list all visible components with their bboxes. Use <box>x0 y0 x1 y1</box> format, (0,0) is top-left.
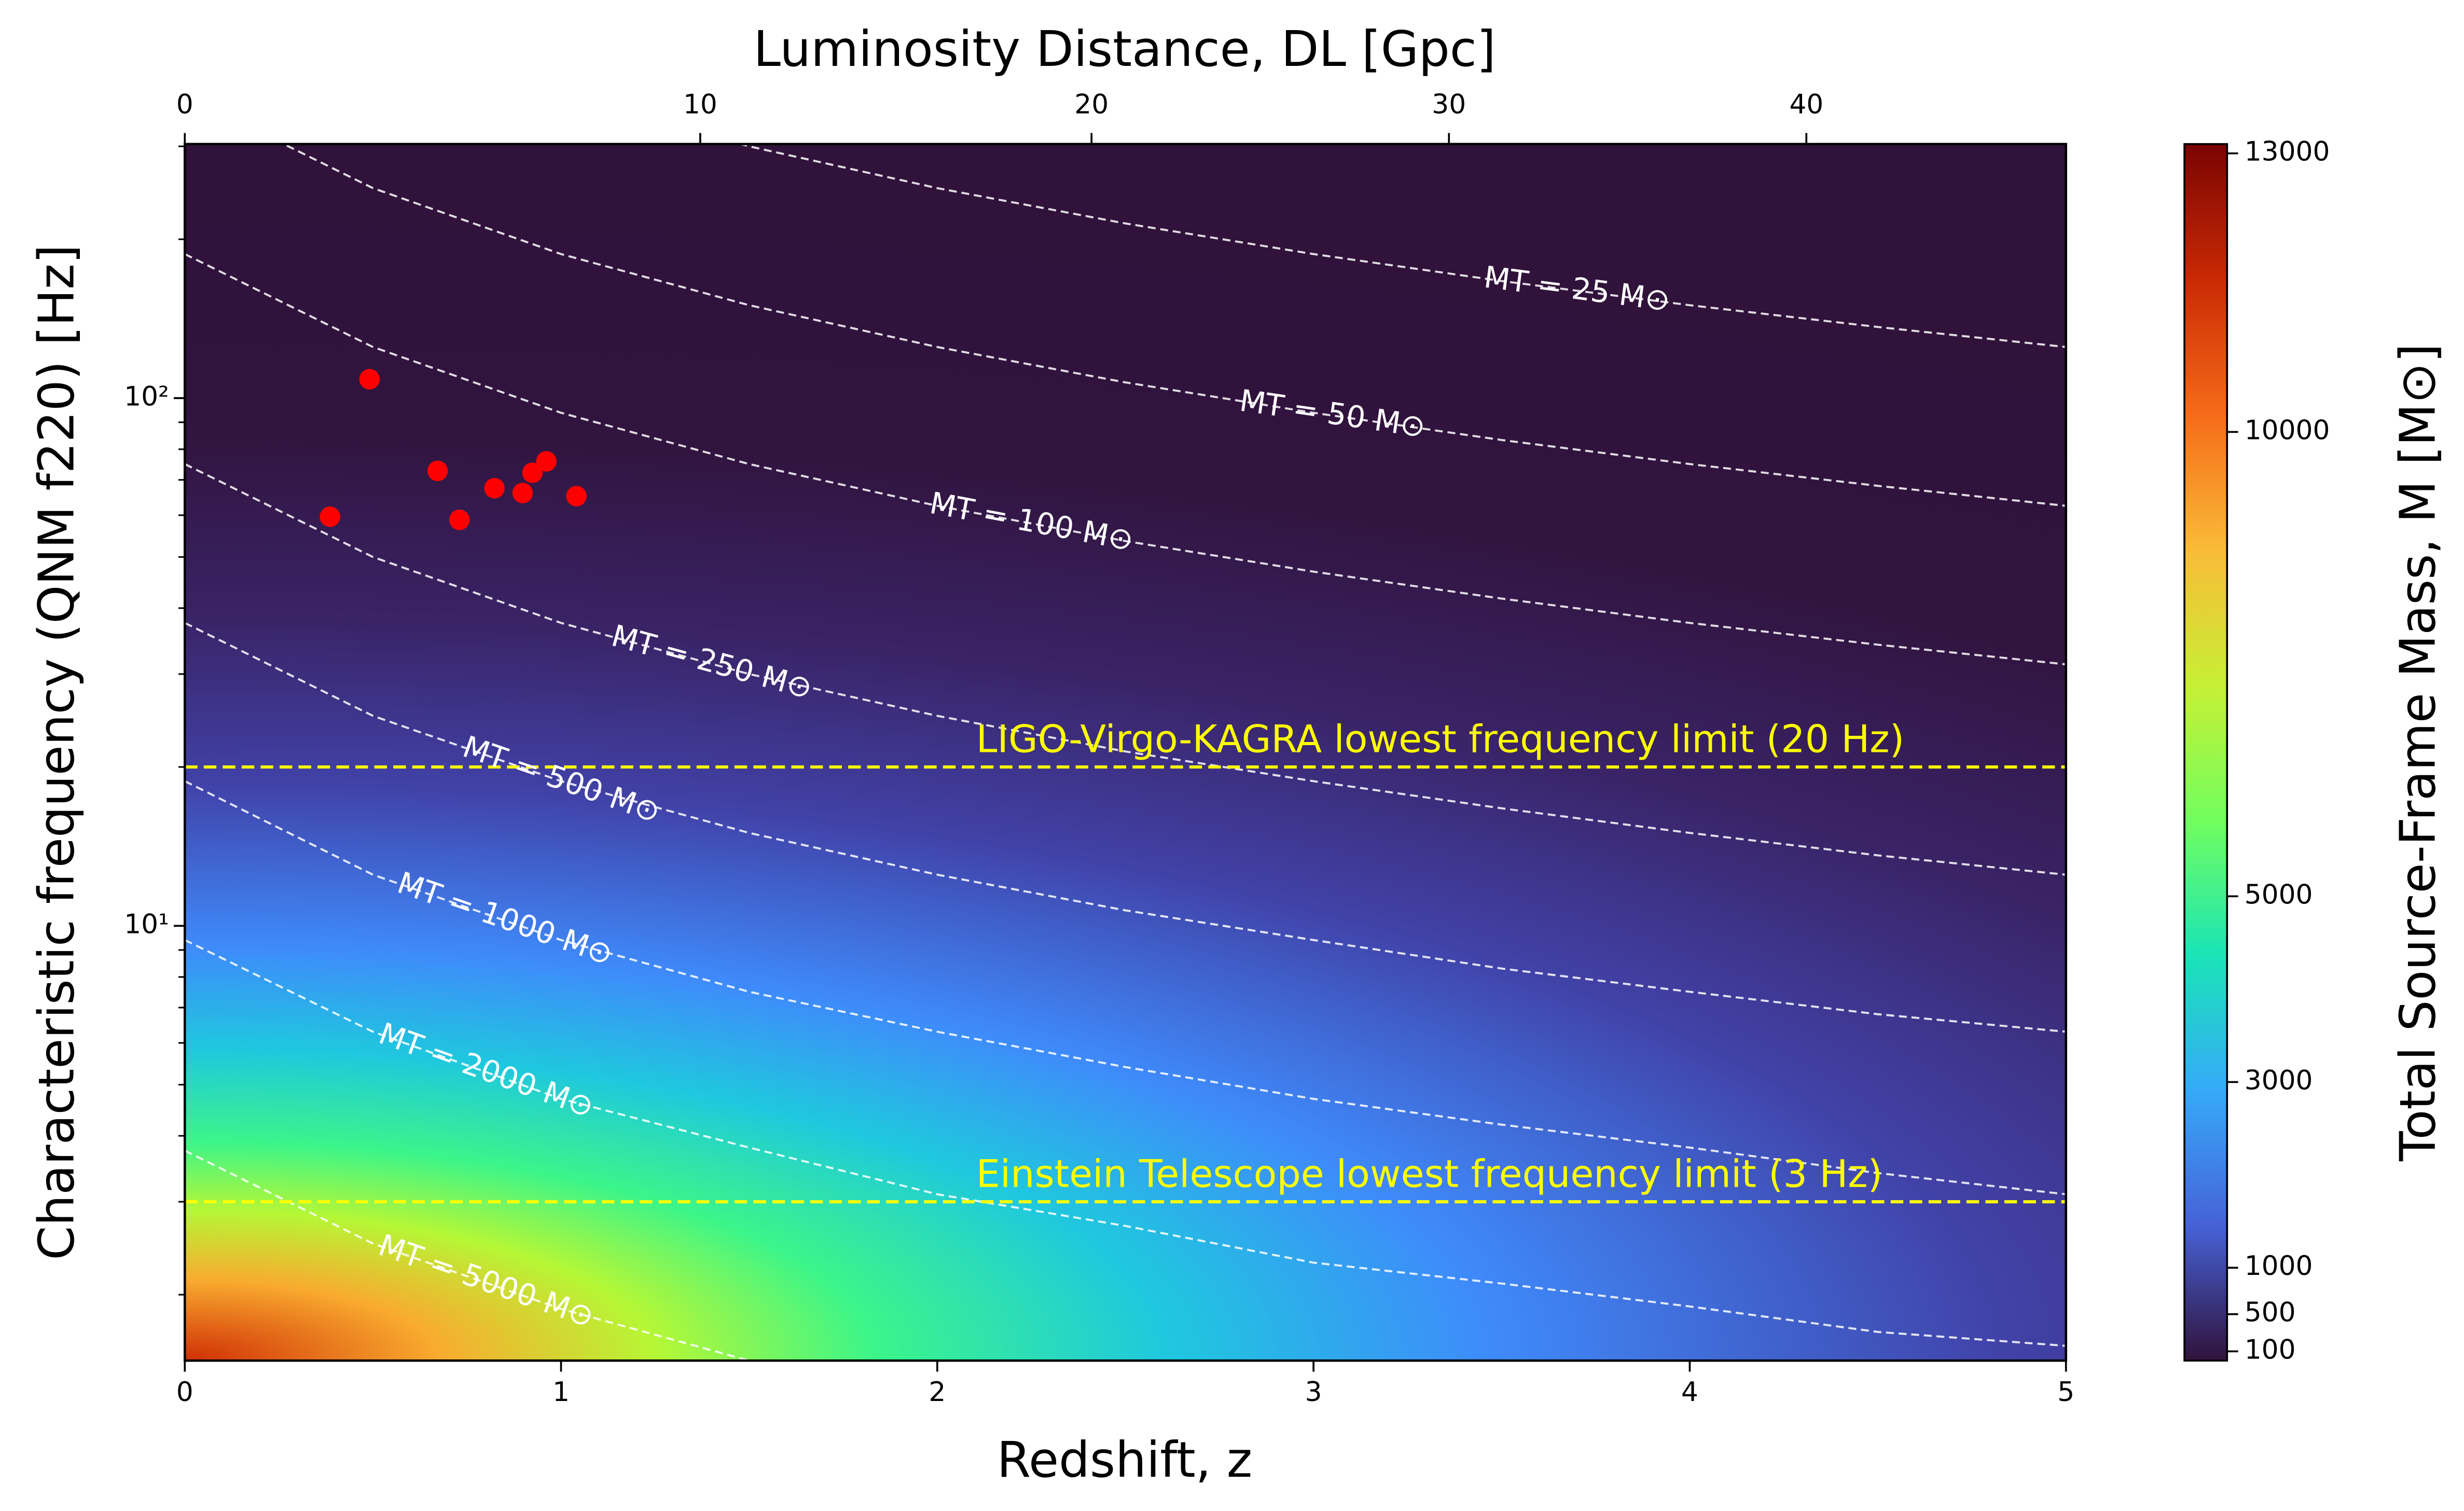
y-tick-label: 10² <box>124 381 169 412</box>
mass-contour <box>185 939 2066 1347</box>
plot-frame <box>183 143 2067 1362</box>
event-point <box>566 486 587 506</box>
event-point <box>449 510 470 530</box>
event-point <box>536 451 557 472</box>
x-tick-label: 4 <box>1681 1377 1698 1408</box>
mass-contour <box>185 253 2066 666</box>
x-tick-label: 0 <box>176 1377 193 1408</box>
mass-contour <box>185 1149 754 1361</box>
top-tick-label: 20 <box>1074 89 1109 120</box>
colorbar <box>2183 143 2228 1362</box>
top-tick-label: 10 <box>683 89 717 120</box>
colorbar-tick-label: 13000 <box>2245 136 2330 168</box>
mass-contour <box>185 780 2066 1196</box>
colorbar-label: Total Source-Frame Mass, M [M⊙] <box>2390 344 2447 1162</box>
mass-contour <box>185 622 2066 1033</box>
event-point <box>484 478 505 499</box>
top-tick-label: 30 <box>1432 89 1466 120</box>
colorbar-tick-label: 500 <box>2245 1297 2296 1328</box>
event-point <box>427 460 448 482</box>
colorbar-tick-label: 1000 <box>2245 1251 2313 1282</box>
y-axis-label: Characteristic frequency (QNM f220) [Hz] <box>29 244 86 1260</box>
y-tick-label: 10¹ <box>124 909 169 940</box>
colorbar-tick-label: 10000 <box>2245 415 2330 446</box>
mass-contour <box>737 144 2066 348</box>
event-point <box>522 462 543 483</box>
colorbar-tick-label: 3000 <box>2245 1065 2313 1096</box>
colorbar-tick-label: 100 <box>2245 1334 2296 1365</box>
top-axis-label: Luminosity Distance, DL [Gpc] <box>753 21 1496 78</box>
x-tick-label: 5 <box>2057 1377 2074 1408</box>
top-tick-label: 40 <box>1789 89 1823 120</box>
x-tick-label: 3 <box>1305 1377 1322 1408</box>
x-tick-label: 1 <box>552 1377 570 1408</box>
colorbar-tick-label: 5000 <box>2245 879 2313 910</box>
threshold-label: Einstein Telescope lowest frequency limi… <box>976 1152 1882 1196</box>
mass-contour <box>185 463 2066 876</box>
event-point <box>359 369 380 390</box>
event-point <box>512 483 533 503</box>
plot-area <box>185 144 2066 1361</box>
x-axis-label: Redshift, z <box>997 1432 1253 1489</box>
mass-contour <box>281 144 2066 507</box>
top-tick-label: 0 <box>176 89 193 120</box>
event-point <box>320 506 341 527</box>
threshold-label: LIGO-Virgo-KAGRA lowest frequency limit … <box>976 717 1904 761</box>
x-tick-label: 2 <box>929 1377 946 1408</box>
